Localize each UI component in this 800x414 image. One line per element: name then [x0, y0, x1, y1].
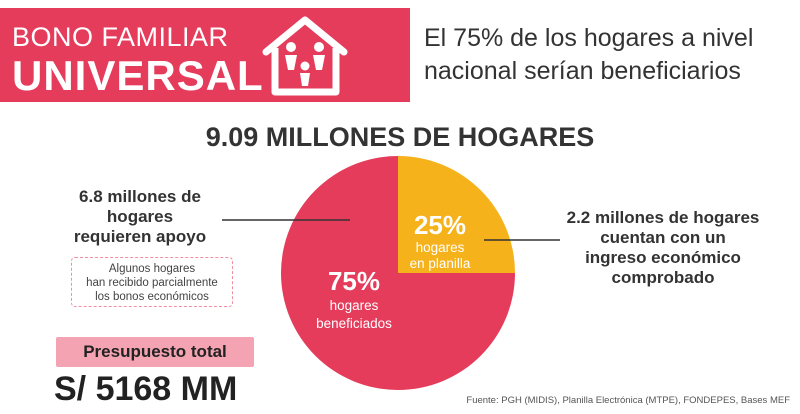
right-annotation-line-3: ingreso económico	[585, 248, 741, 267]
brand-line-2: UNIVERSAL	[12, 52, 264, 99]
pie-label-red-pct: 75%	[328, 266, 380, 296]
right-annotation-line-1: 2.2 millones de hogares	[566, 208, 760, 227]
budget-value: S/ 5168 MM	[54, 370, 238, 408]
left-annotation: 6.8 millones de hogares requieren apoyo	[40, 187, 240, 247]
headline-line-1: El 75% de los hogares a nivel	[424, 24, 754, 52]
right-annotation-line-2: cuentan con un	[600, 228, 726, 247]
note-box: Algunos hogares han recibido parcialment…	[71, 257, 233, 307]
left-annotation-line-1: 6.8 millones de	[79, 187, 201, 206]
family-house-icon	[262, 16, 348, 96]
note-line-2: han recibido parcialmente	[86, 277, 218, 289]
budget-label: Presupuesto total	[56, 337, 254, 367]
left-annotation-line-3: requieren apoyo	[73, 227, 207, 246]
pie-label-yellow-line1: hogares	[416, 240, 465, 255]
pie-label-yellow-line2: en planilla	[410, 256, 471, 271]
brand-banner: BONO FAMILIAR UNIVERSAL	[0, 8, 410, 102]
left-annotation-line-2: hogares	[106, 207, 174, 226]
pie-slice-75pct	[281, 156, 515, 390]
note-line-1: Algunos hogares	[108, 263, 196, 275]
pie-label-red-line2: beneficiados	[316, 316, 392, 331]
right-annotation-line-4: comprobado	[611, 268, 715, 287]
pie-label-red-line1: hogares	[330, 298, 379, 313]
pie-label-yellow-pct: 25%	[414, 210, 466, 240]
brand-line-1: BONO FAMILIAR	[12, 22, 229, 52]
chart-title: 9.09 MILLONES DE HOGARES	[205, 122, 595, 152]
headline-line-2: nacional serían beneficiarios	[424, 57, 741, 85]
pie-slice-25pct	[398, 156, 515, 273]
source-note: Fuente: PGH (MIDIS), Planilla Electrónic…	[466, 395, 790, 406]
right-annotation: 2.2 millones de hogares cuentan con un i…	[548, 208, 778, 288]
note-line-3: los bonos económicos	[95, 291, 209, 303]
headline: El 75% de los hogares a nivel nacional s…	[424, 22, 794, 88]
